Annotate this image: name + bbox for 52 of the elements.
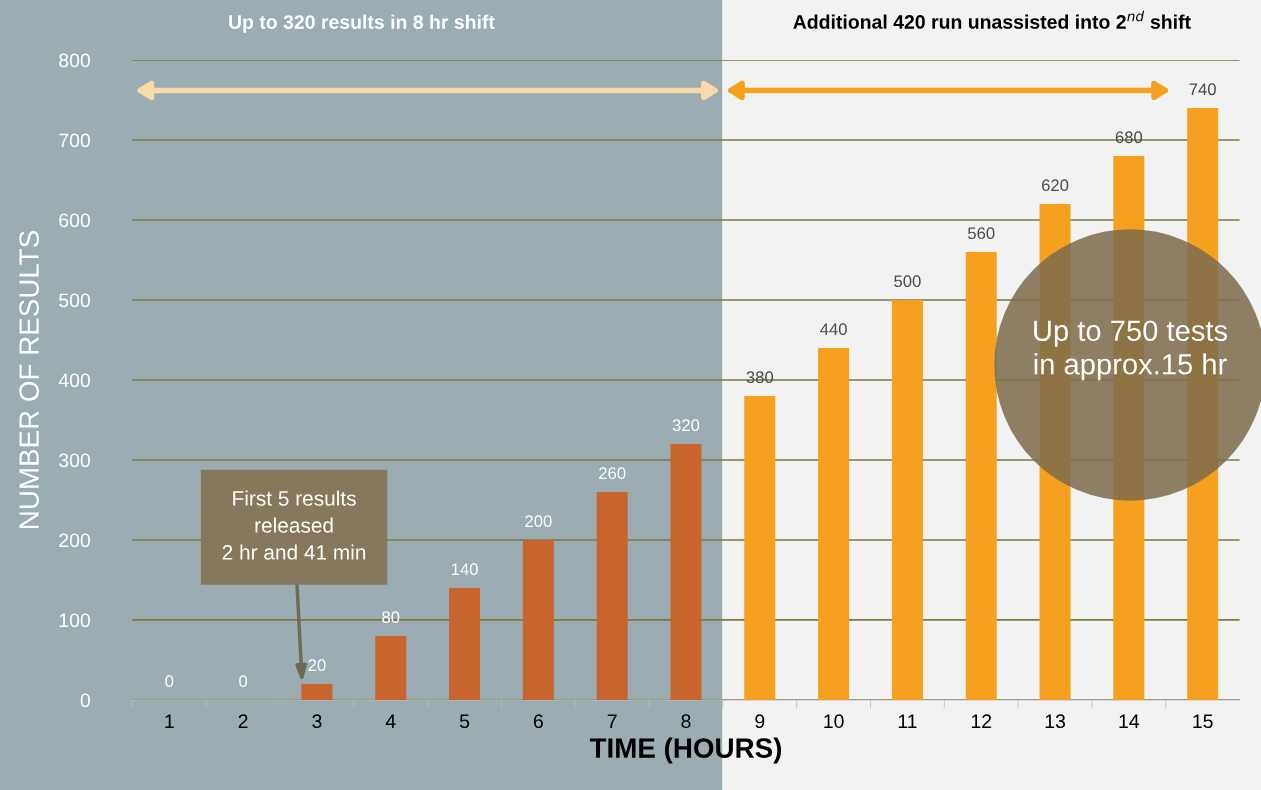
data-label: 620 xyxy=(1041,179,1069,192)
y-tick-label: 800 xyxy=(59,53,90,68)
bar xyxy=(301,683,333,700)
x-tick-label: 2 xyxy=(238,714,248,728)
annotation: First 5 results released 2 hr and 41 min xyxy=(222,490,366,560)
bar xyxy=(818,348,850,700)
data-label: 440 xyxy=(820,323,847,336)
y-tick-label: 500 xyxy=(59,293,90,308)
y-tick-label: 100 xyxy=(59,613,90,628)
x-axis-title: TIME (HOURS) xyxy=(589,737,782,764)
data-label: 320 xyxy=(672,419,700,432)
data-label: 200 xyxy=(525,515,552,528)
bar xyxy=(522,539,554,700)
y-tick-label: 700 xyxy=(59,133,90,148)
y-tick-label: 600 xyxy=(59,213,90,228)
data-label: 500 xyxy=(894,275,921,288)
x-tick-label: 13 xyxy=(1045,714,1065,729)
y-tick-label: 400 xyxy=(58,373,90,388)
y-tick-label: 300 xyxy=(59,453,90,468)
bar xyxy=(965,252,997,700)
annotation: Up to 750 tests in approx.15 hr xyxy=(1034,320,1228,381)
data-label: 260 xyxy=(599,467,626,480)
bar xyxy=(449,587,481,700)
x-tick-label: 14 xyxy=(1119,714,1140,728)
x-tick-label: 1 xyxy=(165,714,174,728)
x-tick-label: 15 xyxy=(1193,714,1213,729)
bar xyxy=(670,443,702,700)
bar xyxy=(891,300,923,700)
x-tick-label: 7 xyxy=(607,714,617,728)
data-label: 560 xyxy=(967,227,995,240)
x-tick-label: 8 xyxy=(681,714,691,729)
data-label: 0 xyxy=(165,675,174,688)
bar xyxy=(596,491,628,700)
x-tick-label: 3 xyxy=(312,714,322,729)
x-tick-label: 6 xyxy=(533,714,543,729)
y-axis-title: NUMBER OF RESULTS xyxy=(19,231,39,528)
band-label: Up to 320 results in 8 hr shift xyxy=(229,14,495,33)
x-tick-label: 10 xyxy=(824,714,844,729)
y-tick-label: 0 xyxy=(80,693,90,708)
bar xyxy=(744,395,776,700)
x-tick-label: 4 xyxy=(385,714,396,728)
x-tick-label: 9 xyxy=(755,714,765,729)
y-tick-label: 200 xyxy=(59,533,90,548)
bar xyxy=(375,635,407,700)
x-tick-label: 5 xyxy=(459,714,470,729)
data-label: 140 xyxy=(451,563,478,576)
data-label: 0 xyxy=(239,675,248,688)
data-label: 740 xyxy=(1189,83,1216,96)
band-label: Additional 420 run unassisted into 2$^{nd}$ shift xyxy=(793,10,1191,29)
data-label: 20 xyxy=(308,659,326,672)
x-tick-label: 12 xyxy=(971,714,992,728)
x-tick-label: 11 xyxy=(898,714,917,728)
